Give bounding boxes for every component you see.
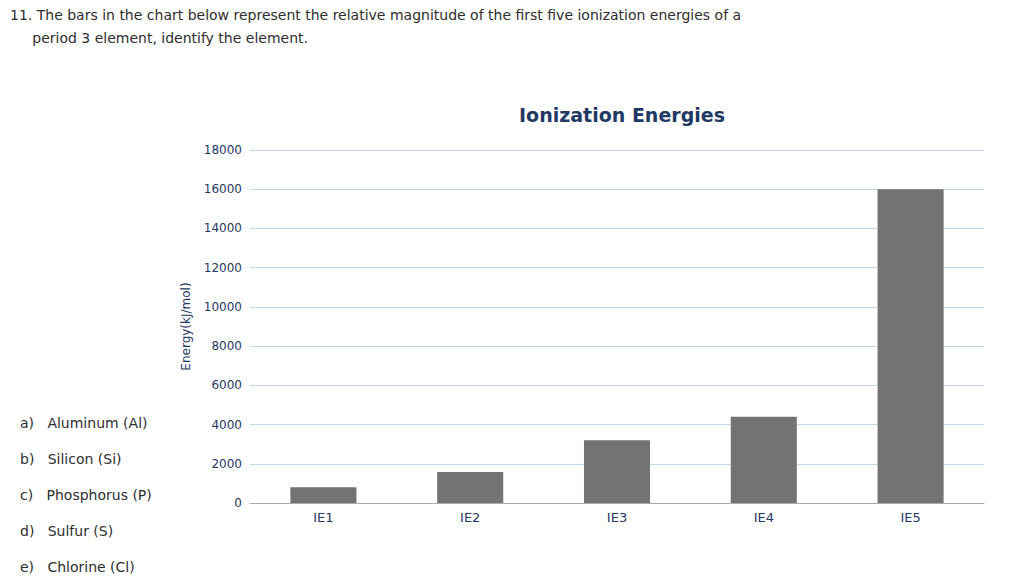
svg-text:6000: 6000 (211, 378, 242, 392)
svg-text:d) Sulfur (S): d) Sulfur (S) (20, 523, 113, 539)
svg-text:IE5: IE5 (900, 510, 920, 525)
svg-text:e) Chlorine (Cl): e) Chlorine (Cl) (20, 559, 135, 575)
svg-text:8000: 8000 (211, 339, 242, 353)
svg-text:Ionization Energies: Ionization Energies (519, 104, 725, 126)
svg-text:c) Phosphorus (P): c) Phosphorus (P) (20, 487, 152, 503)
svg-text:0: 0 (234, 496, 242, 510)
svg-text:IE4: IE4 (754, 510, 774, 525)
svg-text:2000: 2000 (211, 457, 242, 471)
svg-text:12000: 12000 (204, 261, 242, 275)
svg-text:14000: 14000 (204, 221, 242, 235)
svg-text:11. The bars in the chart belo: 11. The bars in the chart below represen… (10, 7, 741, 23)
svg-text:Energy(kJ/mol): Energy(kJ/mol) (179, 282, 193, 370)
svg-text:IE3: IE3 (607, 510, 627, 525)
svg-text:18000: 18000 (204, 143, 242, 157)
svg-text:10000: 10000 (204, 300, 242, 314)
svg-text:4000: 4000 (211, 418, 242, 432)
svg-text:period 3 element, identify the: period 3 element, identify the element. (10, 30, 308, 46)
svg-text:16000: 16000 (204, 182, 242, 196)
svg-text:b) Silicon (Si): b) Silicon (Si) (20, 451, 122, 467)
svg-text:IE1: IE1 (313, 510, 333, 525)
svg-text:IE2: IE2 (460, 510, 480, 525)
svg-text:a) Aluminum (Al): a) Aluminum (Al) (20, 415, 147, 431)
